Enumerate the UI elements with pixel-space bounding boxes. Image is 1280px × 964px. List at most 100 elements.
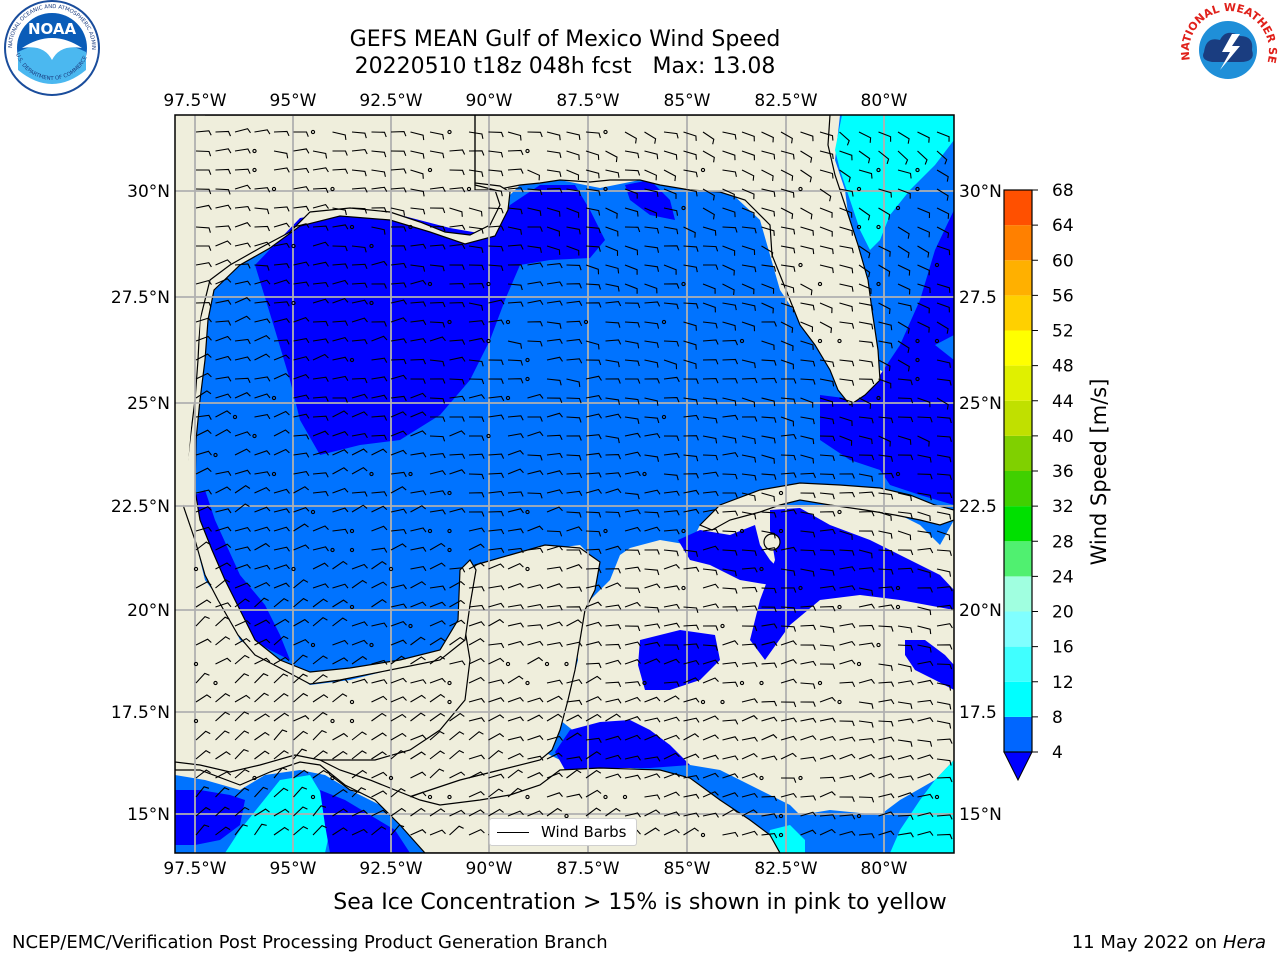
wind-barb: [761, 302, 774, 314]
wind-barb: [917, 812, 934, 818]
wind-barb: [878, 568, 894, 575]
wind-barb: [585, 641, 602, 647]
wind-barb: [234, 787, 250, 798]
wind-barb: [585, 530, 602, 537]
wind-barb: [527, 226, 543, 232]
wind-barb: [195, 262, 212, 268]
wind-barb: [488, 299, 505, 305]
wind-barb: [663, 585, 680, 591]
wind-barb: [780, 735, 797, 741]
wind-barb: [624, 416, 640, 425]
wind-barb: [878, 681, 895, 687]
wind-barb: [605, 604, 622, 610]
wind-barb: [839, 264, 854, 274]
wind-barb: [273, 582, 290, 589]
wind-barb: [663, 150, 678, 160]
wind-barb: [585, 807, 601, 817]
wind-barb: [371, 581, 388, 589]
wind-barb: [897, 701, 913, 710]
colorbar-tick-label: 48: [1052, 357, 1074, 377]
wind-barb: [566, 490, 583, 496]
calm-marker: [837, 604, 842, 610]
wind-barb: [449, 469, 466, 475]
wind-barb: [488, 714, 505, 722]
wind-barb: [702, 321, 718, 329]
calm-cayman: [905, 640, 954, 690]
colorbar-tick-label: 4: [1052, 743, 1063, 763]
wind-barb: [468, 828, 485, 836]
wind-barb: [936, 321, 949, 334]
wind-barb: [468, 604, 485, 611]
wind-barb: [585, 150, 600, 161]
wind-barb: [741, 188, 755, 200]
wind-barb: [878, 378, 892, 389]
wind-barb: [468, 621, 485, 627]
wind-barb: [234, 637, 251, 646]
wind-barb: [468, 302, 484, 311]
wind-barb: [234, 673, 250, 684]
calm-marker: [271, 395, 277, 401]
wind-barb: [741, 492, 756, 501]
wind-barb: [761, 547, 778, 553]
wind-barb: [332, 639, 349, 646]
wind-barb: [897, 169, 912, 179]
wind-barb: [566, 511, 582, 518]
bottom-lon-label: 97.5°W: [163, 859, 226, 879]
wind-barb: [858, 530, 875, 536]
wind-barb: [722, 549, 738, 556]
wind-barb: [839, 207, 853, 218]
wind-barb: [468, 717, 485, 723]
wind-barb: [390, 282, 407, 288]
wind-barb: [254, 207, 270, 215]
wind-barb: [663, 772, 680, 779]
wind-barb: [800, 302, 815, 311]
wind-barb: [351, 731, 367, 741]
wind-barb: [507, 547, 524, 554]
colorbar-tick-label: 40: [1052, 427, 1074, 447]
wind-barb: [546, 281, 563, 287]
wind-barb: [702, 226, 717, 236]
wind-barb: [663, 811, 680, 817]
wind-barb: [741, 283, 755, 295]
wind-barb: [878, 131, 892, 142]
wind-barb: [254, 526, 271, 532]
wind-barb: [527, 755, 544, 761]
wind-barb: [429, 397, 446, 404]
wind-barb: [215, 188, 231, 195]
wind-barb: [195, 599, 212, 608]
calm-marker: [837, 338, 842, 344]
wind-barb: [624, 734, 641, 741]
wind-barb: [819, 321, 833, 334]
wind-barb: [839, 169, 851, 183]
wind-barb: [780, 752, 797, 760]
wind-barb: [332, 693, 348, 703]
wind-barb: [234, 280, 251, 286]
wind-barb: [663, 549, 679, 557]
wind-barb: [566, 619, 583, 627]
wind-barb: [683, 169, 698, 178]
wind-barb: [761, 530, 776, 539]
wind-barb: [741, 435, 756, 444]
wind-barb: [683, 606, 699, 613]
wind-barb: [780, 150, 795, 160]
wind-barb: [683, 624, 700, 630]
wind-barb: [234, 206, 251, 212]
right-lat-label: 20°N: [959, 601, 1002, 621]
wind-barb: [429, 585, 446, 591]
wind-barb: [702, 677, 719, 684]
wind-barb: [605, 545, 622, 551]
wind-barb: [234, 168, 251, 174]
wind-barb: [624, 207, 639, 217]
wind-barb: [800, 624, 817, 631]
wind-barb: [468, 492, 485, 498]
wind-barb: [449, 599, 466, 608]
wind-barb: [410, 150, 425, 159]
wind-barb: [507, 752, 524, 760]
wind-barb: [722, 452, 739, 458]
wind-barb: [702, 528, 719, 534]
wind-barb: [488, 319, 505, 325]
wind-barb: [351, 245, 367, 253]
wind-barb: [429, 808, 446, 817]
wind-barb: [839, 378, 855, 386]
wind-barb: [761, 813, 778, 819]
